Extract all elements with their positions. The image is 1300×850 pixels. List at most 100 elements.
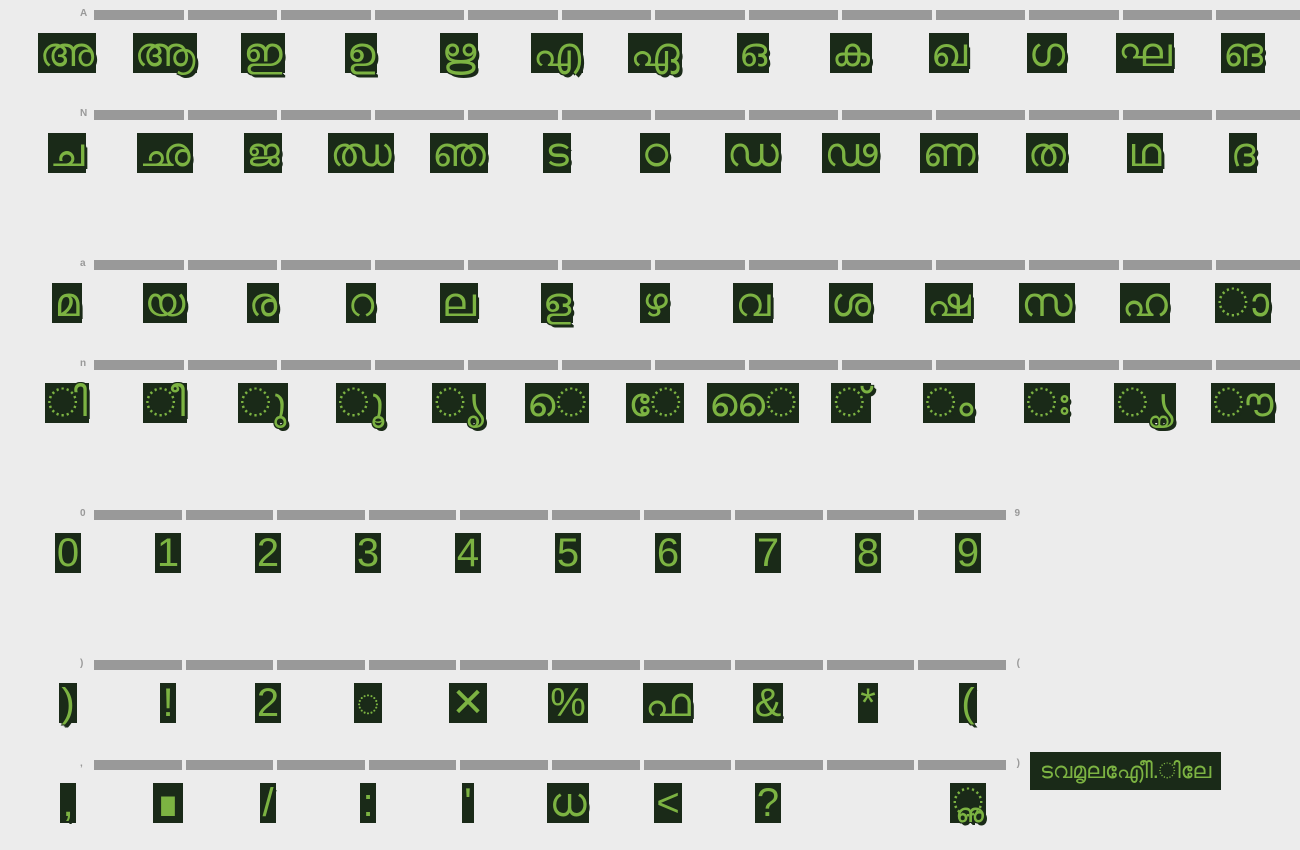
bar-segment — [94, 760, 182, 770]
glyph: ഋ — [440, 33, 479, 73]
bar-segment — [562, 360, 652, 370]
glyph-cell: 9 — [920, 528, 1016, 578]
bar-segment — [749, 360, 839, 370]
glyph-row: )!2◌✕%ഫ&*( — [0, 678, 1300, 728]
bar-segment — [936, 10, 1026, 20]
glyph-cell: ത — [1000, 128, 1094, 178]
row-header-bar: )( — [80, 658, 1020, 672]
glyph-cell: െ — [510, 378, 604, 428]
glyph-cell: ീ — [118, 378, 212, 428]
glyph-cell: & — [720, 678, 816, 728]
bar-segment — [735, 660, 823, 670]
glyph-cell: ച — [20, 128, 114, 178]
glyph: ാ — [1215, 283, 1271, 323]
glyph-row: ചഛജഝഞടഠഡഢണതഥദ — [0, 128, 1300, 178]
glyph: ഘ — [1116, 33, 1174, 73]
glyph-cell: ക — [804, 28, 898, 78]
glyph-cell: ! — [120, 678, 216, 728]
glyph: ) — [59, 683, 76, 723]
row-label-left: 0 — [80, 508, 86, 519]
row-bars — [94, 260, 1300, 270]
bar-segment — [281, 260, 371, 270]
glyph-cell: ധ — [520, 778, 616, 828]
bar-segment — [188, 260, 278, 270]
bar-segment — [188, 110, 278, 120]
glyph: ഠ — [640, 133, 671, 173]
bar-segment — [842, 360, 932, 370]
bar-segment — [842, 110, 932, 120]
glyph-cell: ഡ — [706, 128, 800, 178]
bar-segment — [369, 510, 457, 520]
glyph: ഖ — [929, 33, 969, 73]
glyph-cell: ദ — [1196, 128, 1290, 178]
bar-segment — [842, 260, 932, 270]
glyph: എ — [531, 33, 583, 73]
bar-segment — [1216, 110, 1300, 120]
glyph-cell: ? — [720, 778, 816, 828]
glyph-cell: ശ — [804, 278, 898, 328]
glyph: ഡ — [725, 133, 781, 173]
glyph: % — [548, 683, 588, 723]
glyph-row-group: NZചഛജഝഞടഠഡഢണതഥദ — [0, 108, 1300, 178]
glyph: ◌ — [354, 683, 382, 723]
glyph-cell: ണ — [902, 128, 996, 178]
bar-segment — [1029, 110, 1119, 120]
bar-segment — [1029, 360, 1119, 370]
row-bars — [94, 360, 1300, 370]
bar-segment — [277, 660, 365, 670]
row-label-left: N — [80, 108, 87, 119]
glyph: ഢ — [822, 133, 879, 173]
glyph: ൗ — [1211, 383, 1276, 423]
glyph: ഃ — [1024, 383, 1071, 423]
bar-segment — [94, 110, 184, 120]
glyph: ള — [541, 283, 574, 323]
row-bars — [94, 760, 1006, 770]
bar-segment — [749, 110, 839, 120]
row-label-left: A — [80, 8, 87, 19]
bar-segment — [552, 510, 640, 520]
row-header-bar: AM — [80, 8, 1300, 22]
glyph: 2 — [255, 533, 281, 573]
bar-segment — [375, 110, 465, 120]
glyph-cell: മ — [20, 278, 114, 328]
bar-segment — [186, 660, 274, 670]
glyph: ഗ — [1027, 33, 1067, 73]
bar-segment — [94, 510, 182, 520]
glyph-cell: ഢ — [804, 128, 898, 178]
glyph-cell: 5 — [520, 528, 616, 578]
glyph: 0 — [55, 533, 81, 573]
glyph-row: മയരറലളഴവശഷസഹാ — [0, 278, 1300, 328]
glyph: െ — [525, 383, 590, 423]
glyph: ത — [1026, 133, 1068, 173]
glyph-cell: ി — [20, 378, 114, 428]
glyph: ങ — [1221, 33, 1265, 73]
glyph-cell: 2 — [220, 528, 316, 578]
row-header-bar: ,) — [80, 758, 1020, 772]
bar-segment — [655, 10, 745, 20]
bar-segment — [735, 760, 823, 770]
glyph: ഏ — [628, 33, 681, 73]
glyph-cell: ജ — [216, 128, 310, 178]
glyph: 8 — [855, 533, 881, 573]
glyph: വ — [733, 283, 772, 323]
glyph: ഴ — [640, 283, 670, 323]
bar-segment — [369, 760, 457, 770]
row-header-bar: nz — [80, 358, 1300, 372]
glyph: / — [260, 783, 275, 823]
bar-segment — [460, 660, 548, 670]
glyph-cell: ഴ — [608, 278, 702, 328]
glyph-cell: 3 — [320, 528, 416, 578]
bar-segment — [918, 510, 1006, 520]
glyph-cell — [820, 778, 916, 828]
bar-segment — [644, 660, 732, 670]
bar-segment — [827, 660, 915, 670]
glyph: , — [60, 783, 75, 823]
bar-segment — [1029, 260, 1119, 270]
bar-segment — [468, 260, 558, 270]
bar-segment — [936, 360, 1026, 370]
glyph-cell: ( — [920, 678, 1016, 728]
bar-segment — [827, 510, 915, 520]
bar-segment — [186, 510, 274, 520]
bar-segment — [655, 260, 745, 270]
glyph-cell: ഞ — [412, 128, 506, 178]
